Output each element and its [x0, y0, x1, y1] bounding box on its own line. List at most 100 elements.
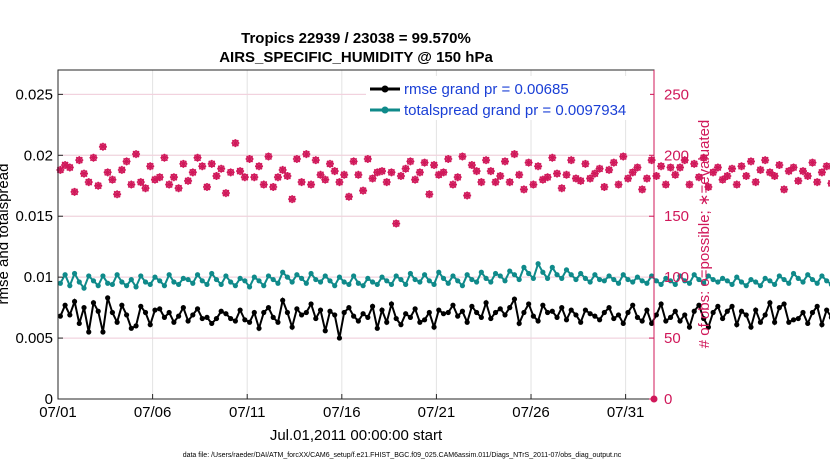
rmse-point [393, 315, 399, 322]
totalspread-point [299, 275, 305, 281]
totalspread-point [762, 275, 768, 281]
rmse-point [246, 319, 253, 325]
totalspread-point [715, 279, 721, 285]
totalspread-point [805, 272, 811, 278]
y-left-tick-label: 0.025 [15, 86, 53, 103]
totalspread-point [786, 280, 792, 286]
chart-title-line1: Tropics 22939 / 23038 = 99.570% [241, 30, 471, 47]
legend: rmse grand pr = 0.00685 totalspread gran… [366, 76, 650, 120]
rmse-point [138, 303, 144, 309]
obs-evaluated-marker [150, 175, 159, 184]
totalspread-point [705, 273, 711, 279]
rmse-point [469, 303, 475, 309]
totalspread-point [388, 281, 395, 288]
obs-evaluated-marker [98, 142, 107, 151]
rmse-point [762, 312, 768, 318]
obs-evaluated-marker [642, 174, 651, 183]
obs-evaluated-marker [373, 168, 382, 177]
totalspread-point [663, 275, 669, 281]
obs-evaluated-marker [534, 162, 543, 171]
obs-evaluated-marker [401, 164, 410, 173]
rmse-point [119, 302, 125, 308]
totalspread-point [814, 280, 820, 286]
obs-evaluated-marker [259, 180, 268, 189]
totalspread-point [242, 278, 248, 284]
rmse-point [166, 309, 172, 316]
rmse-point [686, 324, 693, 330]
rmse-point [819, 322, 825, 328]
totalspread-point [412, 276, 418, 283]
totalspread-point [753, 279, 759, 285]
obs-evaluated-marker [737, 162, 746, 171]
rmse-point [228, 315, 234, 322]
totalspread-point [734, 274, 740, 280]
totalspread-point [421, 272, 428, 278]
totalspread-point [497, 273, 503, 279]
totalspread-line [59, 261, 830, 291]
obs-evaluated-marker [236, 167, 245, 176]
obs-evaluated-marker [661, 180, 670, 189]
obs-evaluated-marker [80, 169, 89, 178]
totalspread-point [516, 276, 522, 283]
totalspread-point [138, 273, 144, 279]
obs-evaluated-marker [425, 190, 434, 199]
totalspread-point [109, 281, 115, 288]
rmse-point [105, 295, 111, 301]
rmse-point [587, 311, 593, 317]
rmse-point [644, 307, 650, 313]
totalspread-point [256, 278, 262, 284]
totalspread-point [152, 274, 158, 280]
totalspread-point [719, 275, 726, 281]
obs-evaluated-marker [817, 168, 826, 177]
obs-evaluated-marker [311, 156, 320, 165]
rmse-point [474, 309, 480, 316]
obs-evaluated-marker [226, 168, 235, 177]
rmse-point [412, 306, 418, 312]
obs-evaluated-marker [160, 153, 169, 162]
rmse-point [667, 314, 674, 320]
obs-evaluated-marker [586, 174, 595, 183]
obs-evaluated-marker [122, 157, 131, 166]
rmse-point [573, 312, 579, 318]
rmse-point [213, 315, 220, 322]
y-axis-right-label: # of obs: o=possible; ∗=evaluated [696, 120, 713, 349]
obs-evaluated-marker [794, 176, 803, 185]
rmse-point [194, 306, 201, 312]
totalspread-point [251, 274, 257, 280]
totalspread-point [582, 275, 589, 281]
totalspread-point [100, 273, 106, 279]
obs-evaluated-marker [657, 162, 666, 171]
totalspread-point [450, 273, 456, 279]
rmse-point [152, 307, 158, 313]
totalspread-point [540, 269, 546, 275]
rmse-point [582, 307, 589, 313]
obs-evaluated-marker [685, 180, 694, 189]
obs-evaluated-marker [515, 170, 524, 179]
totalspread-point [176, 281, 182, 288]
rmse-point [299, 312, 305, 318]
totalspread-point [190, 280, 196, 286]
totalspread-point [232, 283, 238, 289]
obs-evaluated-marker [638, 185, 647, 194]
rmse-point [620, 320, 626, 327]
obs-evaluated-marker [600, 182, 609, 191]
totalspread-point [90, 278, 97, 284]
totalspread-point [303, 280, 309, 286]
rmse-point [90, 300, 97, 306]
chart-title-line2: AIRS_SPECIFIC_HUMIDITY @ 150 hPa [219, 49, 493, 66]
rmse-point [265, 305, 272, 311]
rmse-point [62, 302, 68, 308]
rmse-point [384, 319, 390, 325]
totalspread-point [403, 281, 409, 288]
totalspread-point [379, 274, 385, 280]
totalspread-point [549, 264, 555, 270]
y-axis-left-label: rmse and totalspread [0, 164, 12, 305]
rmse-point [672, 308, 678, 314]
totalspread-point [615, 280, 622, 286]
obs-evaluated-marker [174, 184, 183, 193]
totalspread-point [194, 272, 201, 278]
rmse-point [313, 315, 319, 322]
obs-evaluated-marker [775, 161, 784, 170]
rmse-point [270, 314, 276, 320]
totalspread-point [436, 269, 442, 275]
